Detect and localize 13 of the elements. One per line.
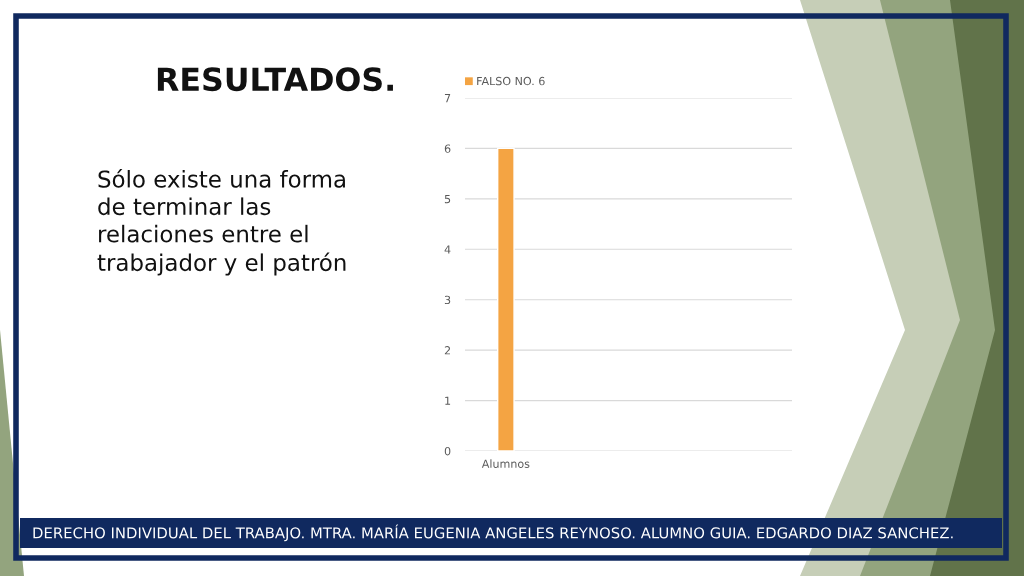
y-tick-label: 6 xyxy=(444,144,451,153)
legend-label: FALSO NO. 6 xyxy=(477,76,545,86)
y-tick-label: 5 xyxy=(444,194,451,204)
y-tick-label: 1 xyxy=(445,396,451,405)
text: DERECHO INDIVIDUAL DEL TRABAJO. MTRA. MARÍA EUGENIA ANGELES REYNOSO. ALUMNO GUIA. EDGARDO DIAZ SANCHEZ. xyxy=(33,524,953,542)
y-tick-label: 4 xyxy=(444,245,451,254)
x-tick-label: Alumnos xyxy=(481,459,530,468)
text: Sólo existe una forma de terminar las relaciones entre el trabajador y el patrón xyxy=(97,169,346,276)
y-tick-label: 2 xyxy=(444,346,450,355)
y-tick-label: 0 xyxy=(444,446,451,456)
chart-title: RESULTADOS. xyxy=(157,67,393,92)
y-tick-label: 3 xyxy=(444,295,451,305)
y-tick-label: 7 xyxy=(444,94,451,103)
